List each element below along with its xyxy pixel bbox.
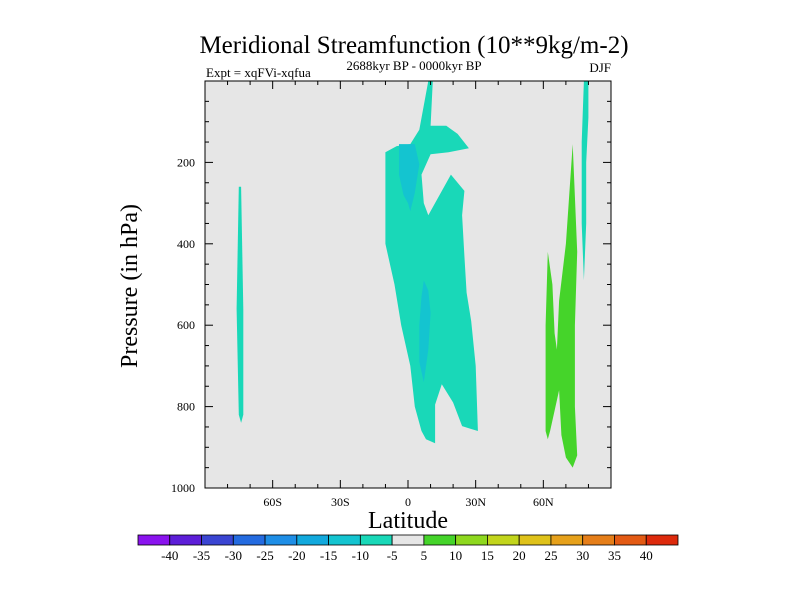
colorbar-swatch [518,534,552,546]
y-tick-label: 1000 [171,481,195,495]
colorbar-swatch [137,534,171,546]
colorbar-label: -35 [193,548,210,563]
contour-region-0 [236,186,244,423]
colorbar-label: 40 [640,548,653,563]
colorbar-label: -5 [387,548,398,563]
colorbar-label: 30 [576,548,589,563]
x-axis-label: Latitude [368,508,448,534]
center-label: 2688kyr BP - 0000kyr BP [346,58,481,73]
colorbar-swatch [359,534,393,546]
colorbar-swatch [391,534,425,546]
x-tick-label: 60N [533,495,554,509]
colorbar-label: -10 [352,548,369,563]
right-label: DJF [589,60,611,75]
contour-region-4 [545,144,578,468]
left-label: Expt = xqFVi-xqfua [206,65,311,80]
contour-region-3 [419,280,431,383]
colorbar-label: -30 [225,548,242,563]
colorbar-label: 25 [544,548,557,563]
colorbar-labels: -40 -35 -30 -25 -20 -15 -10 -5 5 10 15 20 25 30 35 40 [161,548,653,563]
colorbar-swatch [645,534,679,546]
y-tick-label: 400 [177,237,195,251]
colorbar-swatch [169,534,202,546]
y-axis-label: Pressure (in hPa) [117,204,143,368]
colorbar-label: 5 [421,548,428,563]
chart-title: Meridional Streamfunction (10**9kg/m-2) [199,32,628,59]
y-axis-ticks: 200 400 600 800 1000 [171,80,611,495]
colorbar-label: -40 [161,548,178,563]
contour-regions [236,81,589,468]
colorbar-swatch [201,534,234,546]
colorbar-swatch [423,534,457,546]
y-tick-label: 800 [177,400,195,414]
plot-area: 60S 30S 0 30N 60N 200 400 600 800 1000 [171,80,612,509]
y-tick-label: 200 [177,155,195,169]
y-tick-label: 600 [177,318,195,332]
colorbar-swatch [296,534,329,546]
x-tick-label: 60S [263,495,282,509]
colorbar-label: -25 [256,548,273,563]
colorbar [137,534,679,546]
colorbar-label: -15 [320,548,337,563]
colorbar-label: -20 [288,548,305,563]
colorbar-swatch [264,534,298,546]
colorbar-swatch [550,534,584,546]
colorbar-label: 20 [513,548,526,563]
colorbar-swatch [582,534,615,546]
x-tick-label: 0 [405,495,411,509]
colorbar-swatch [328,534,361,546]
colorbar-swatch [455,534,488,546]
colorbar-swatch [232,534,266,546]
colorbar-swatch [614,534,647,546]
colorbar-label: 35 [608,548,621,563]
colorbar-swatch [487,534,520,546]
contour-region-5 [581,81,589,281]
x-axis-ticks: 60S 30S 0 30N 60N [204,81,612,509]
x-tick-label: 30S [331,495,350,509]
x-tick-label: 30N [465,495,486,509]
colorbar-label: 15 [481,548,494,563]
contour-region-2 [399,144,420,212]
colorbar-label: 10 [449,548,462,563]
